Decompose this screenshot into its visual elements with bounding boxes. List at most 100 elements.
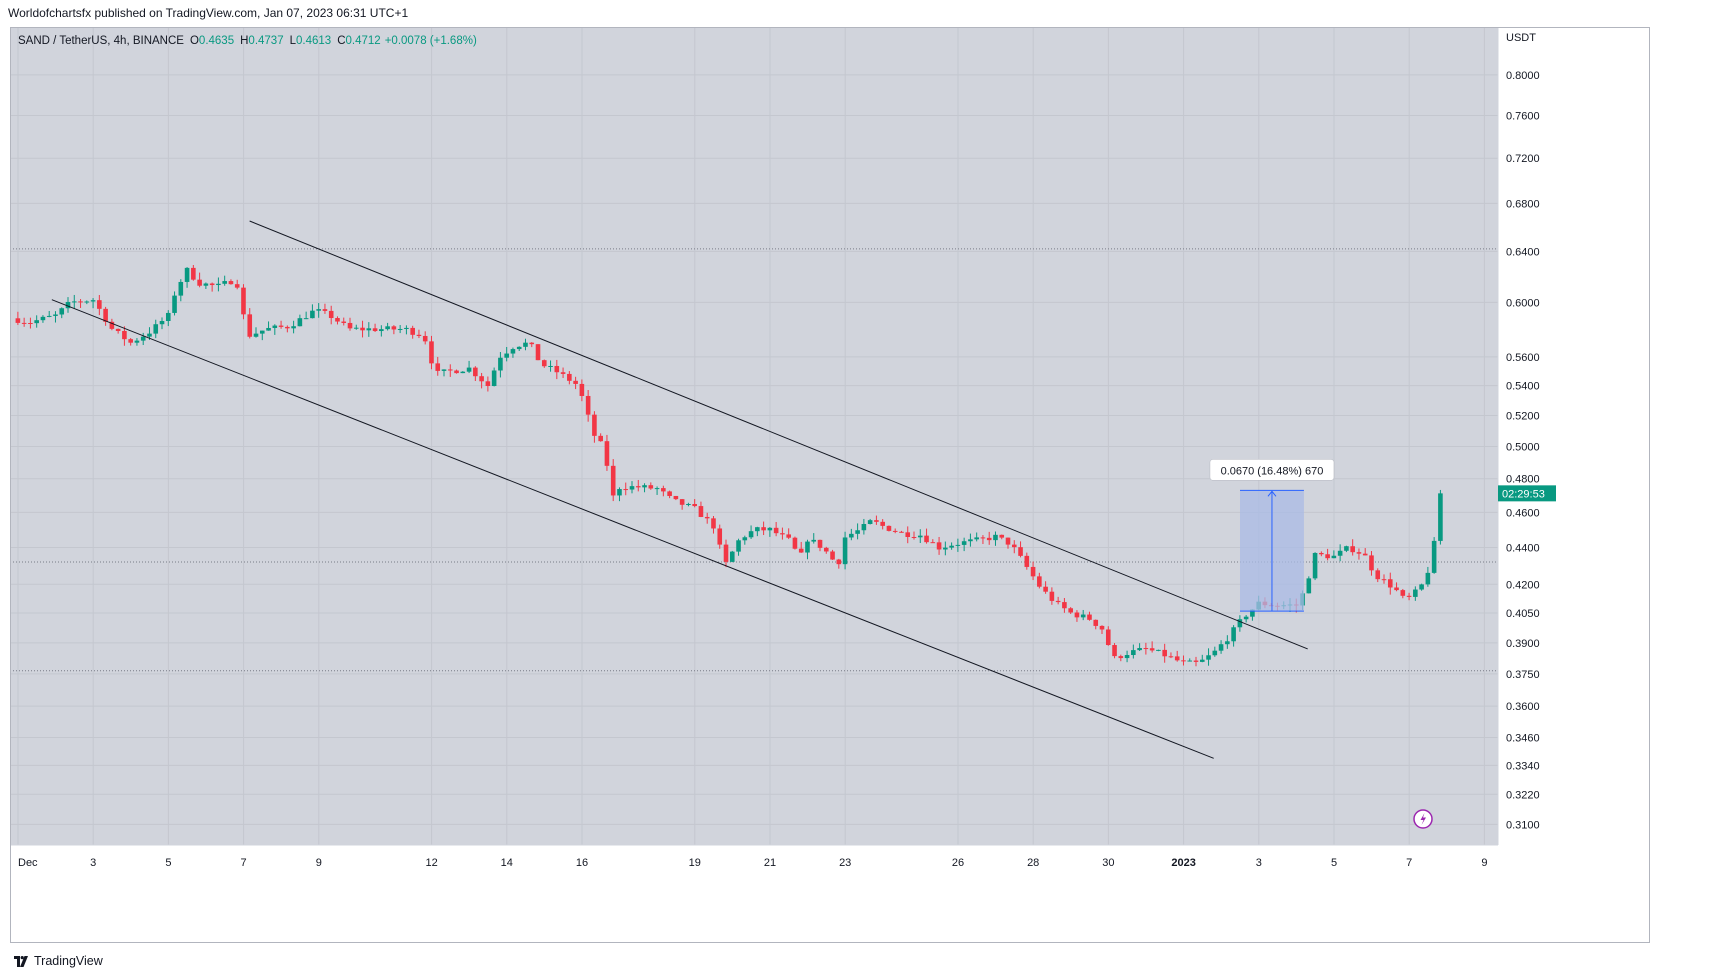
candle-body	[567, 373, 572, 381]
candle-body	[717, 528, 723, 545]
candle-body	[1243, 616, 1249, 620]
candle-body	[454, 370, 459, 374]
candle-body	[266, 327, 271, 331]
price-axis-currency: USDT	[1506, 32, 1536, 44]
candles	[15, 264, 1443, 667]
candle-body	[661, 488, 666, 492]
candle-body	[366, 328, 372, 331]
candle-body	[1413, 589, 1418, 597]
time-tick-label: 30	[1102, 857, 1114, 869]
price-tick-label: 0.3750	[1506, 669, 1540, 681]
candle-body	[278, 325, 284, 327]
candle-body	[197, 279, 202, 286]
candle-body	[1049, 591, 1055, 601]
price-tick-label: 0.3220	[1506, 789, 1540, 801]
candle-body	[592, 414, 597, 436]
candle-body	[21, 322, 27, 324]
candle-body	[46, 315, 52, 317]
price-tick-label: 0.6000	[1506, 297, 1540, 309]
candle-body	[1174, 656, 1180, 661]
candle-body	[880, 521, 885, 526]
candle-body	[1156, 649, 1161, 651]
channel-trendline	[249, 220, 1308, 650]
candle-body	[548, 365, 553, 367]
candle-body	[767, 527, 773, 531]
candle-body	[109, 321, 115, 329]
price-tick-label: 0.5600	[1506, 352, 1540, 364]
candle-body	[335, 318, 340, 322]
candle-body	[755, 527, 760, 532]
time-tick-label: 5	[1331, 857, 1337, 869]
candle-body	[153, 324, 159, 334]
time-tick-label: 7	[241, 857, 247, 869]
candle-body	[1344, 546, 1349, 551]
candle-body	[84, 301, 90, 303]
time-tick-label: 12	[425, 857, 437, 869]
change-value: +0.0078 (+1.68%)	[384, 35, 477, 47]
candle-body	[516, 346, 522, 350]
candle-body	[59, 308, 65, 315]
candle-body	[1037, 576, 1042, 587]
candle-body	[391, 326, 397, 330]
candle-body	[134, 340, 140, 343]
candle-body	[15, 318, 21, 323]
candle-body	[372, 328, 378, 332]
candle-body	[598, 435, 603, 442]
candle-body	[347, 322, 353, 329]
candle-body	[704, 516, 710, 519]
candle-body	[234, 284, 240, 288]
candle-body	[466, 367, 472, 372]
time-tick-label: 7	[1406, 857, 1412, 869]
candle-body	[1350, 546, 1355, 553]
candle-body	[397, 328, 403, 330]
candle-body	[917, 535, 923, 538]
candle-body	[554, 365, 560, 373]
price-tick-label: 0.3340	[1506, 760, 1540, 772]
candle-body	[285, 326, 290, 329]
candle-body	[1406, 595, 1412, 597]
candle-body	[1356, 552, 1362, 554]
alert-icon[interactable]	[1413, 809, 1433, 829]
candle-body	[209, 283, 215, 286]
candle-body	[253, 333, 259, 337]
time-tick-label: 19	[689, 857, 701, 869]
candle-body	[410, 327, 415, 335]
candle-body	[1080, 614, 1086, 618]
candle-body	[310, 310, 315, 319]
candle-body	[216, 283, 221, 286]
candle-body	[930, 542, 936, 544]
candle-body	[623, 489, 629, 491]
candle-body	[723, 544, 729, 562]
candle-body	[573, 380, 578, 384]
candle-body	[729, 551, 735, 562]
candle-body	[1099, 625, 1105, 630]
candle-body	[1325, 554, 1330, 559]
candle-body	[523, 342, 528, 347]
candlestick-chart[interactable]: 0.0670 (16.48%) 670 0.31000.32200.33400.…	[10, 27, 1650, 943]
candle-body	[172, 295, 177, 313]
candle-body	[648, 485, 654, 489]
candle-body	[667, 491, 672, 496]
trendlines	[51, 220, 1308, 759]
candle-body	[1319, 552, 1324, 555]
close-value: 0.4712	[345, 35, 381, 47]
candle-body	[1131, 650, 1136, 656]
low-key: L	[289, 35, 297, 47]
candle-body	[899, 531, 904, 533]
price-tick-label: 0.4600	[1506, 507, 1540, 519]
candle-body	[855, 530, 860, 534]
footer[interactable]: TradingView	[14, 954, 103, 968]
candle-body	[1250, 609, 1255, 617]
high-value: 0.4737	[248, 35, 284, 47]
candle-body	[1062, 602, 1067, 609]
candle-body	[529, 342, 535, 345]
candle-body	[560, 372, 566, 374]
tradingview-logo-icon	[14, 955, 28, 967]
candle-body	[961, 541, 967, 545]
candle-body	[830, 551, 835, 560]
chart-area[interactable]: 0.0670 (16.48%) 670 0.3100 0.3220 0.3340 0.…	[10, 27, 1650, 943]
candle-body	[949, 545, 954, 548]
candle-body	[184, 267, 190, 282]
candle-body	[1199, 659, 1205, 662]
candle-body	[780, 533, 785, 535]
